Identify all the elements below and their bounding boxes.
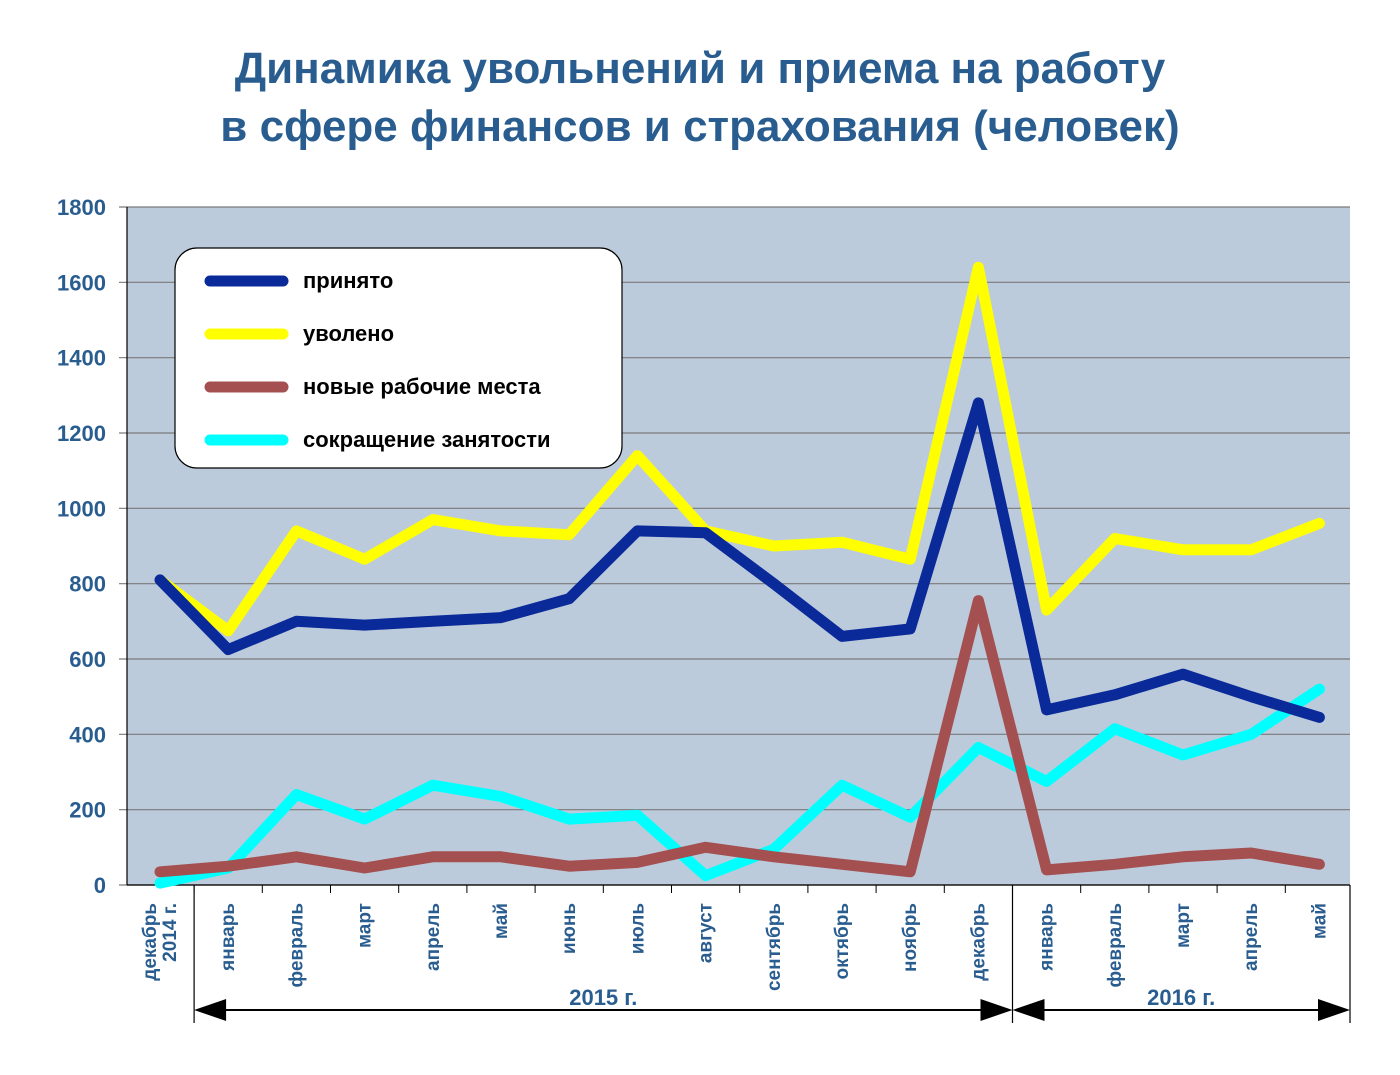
legend-box [174, 247, 623, 469]
x-tick-label: май [491, 903, 512, 939]
x-tick-label: март [355, 903, 376, 948]
legend-label: принято [303, 268, 393, 293]
period-brackets: 2015 г. 2016 г. [194, 985, 1350, 1021]
x-tick-label: январь [1037, 903, 1058, 972]
period-label: 2016 г. [1147, 985, 1215, 1010]
x-axis-ticks: декабрь 2014 г. январь февраль март апрель май… [140, 885, 1351, 1023]
period-arrow-left [1012, 999, 1045, 1021]
y-tick-label: 800 [69, 572, 106, 597]
period-arrow-right [1318, 999, 1350, 1021]
chart-title-line-1: Динамика увольнений и приема на работу [234, 44, 1166, 93]
x-tick-label: октябрь [832, 903, 853, 980]
y-tick-label: 1200 [57, 421, 106, 446]
y-tick-label: 1400 [57, 346, 106, 371]
y-tick-label: 200 [69, 798, 106, 823]
x-tick-label: декабрь [140, 903, 161, 981]
y-tick-label: 600 [69, 647, 106, 672]
y-tick-label: 400 [69, 722, 106, 747]
y-tick-label: 0 [94, 873, 106, 898]
x-tick-label: ноябрь [900, 903, 921, 972]
x-tick-label: декабрь [968, 903, 989, 981]
x-tick-label: февраль [1105, 903, 1126, 988]
chart-title: Динамика увольнений и приема на работу в… [0, 40, 1400, 156]
legend-label: уволено [303, 321, 394, 346]
x-tick-label: июнь [559, 903, 580, 954]
x-tick-label: 2014 г. [160, 903, 181, 962]
series-lines [154, 261, 1325, 889]
x-tick-label: январь [218, 903, 239, 972]
period-arrow-left [194, 999, 227, 1021]
x-tick-label: сентябрь [764, 903, 785, 991]
y-axis-ticks: 0 200 400 600 800 1000 1200 1400 1600 1800 [57, 195, 106, 898]
x-tick-label: февраль [286, 903, 307, 988]
series-line-2 [154, 595, 1325, 878]
y-tick-label: 1000 [57, 496, 106, 521]
x-tick-label: май [1309, 903, 1330, 939]
series-line-3 [154, 683, 1325, 889]
x-tick-label: июль [627, 903, 648, 954]
y-tick-label: 1800 [57, 195, 106, 220]
x-tick-label: апрель [1241, 903, 1262, 971]
x-tick-label: март [1173, 903, 1194, 948]
period-arrow-right [980, 999, 1013, 1021]
x-tick-label: август [696, 903, 717, 963]
series-line-0 [154, 397, 1325, 723]
legend-label: сокращение занятости [303, 427, 551, 452]
series-line-1 [154, 261, 1325, 637]
x-tick-label: апрель [423, 903, 444, 971]
legend: принято уволено новые рабочие места сокраще… [174, 247, 623, 469]
period-label: 2015 г. [569, 985, 637, 1010]
y-tick-label: 1600 [57, 270, 106, 295]
chart-title-line-2: в сфере финансов и страхования (человек) [220, 102, 1180, 151]
legend-label: новые рабочие места [303, 374, 541, 399]
